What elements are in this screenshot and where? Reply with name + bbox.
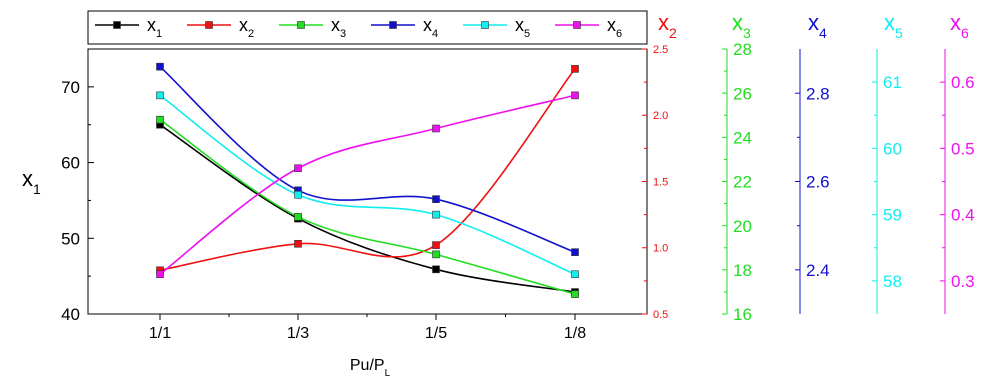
x6-axis-title: x6 — [950, 10, 969, 41]
legend-marker — [573, 21, 581, 29]
data-point-x4 — [156, 62, 164, 71]
right-y-axes: 0.51.01.52.02.5x216182022242628x32.42.62… — [642, 10, 975, 324]
data-point-x4 — [432, 195, 440, 203]
x-axis-title: Pu/PL — [350, 357, 391, 379]
series-line-x3 — [159, 119, 576, 295]
series-x5 — [156, 91, 579, 279]
legend-label: x5 — [515, 15, 530, 40]
legend-label: x4 — [423, 15, 438, 40]
x2-axis-title: x2 — [658, 10, 677, 41]
x5-tick-label: 58 — [883, 272, 902, 291]
x-tick-label: 1/1 — [149, 325, 171, 342]
data-point-x3 — [432, 250, 440, 259]
legend-label: x1 — [147, 15, 162, 40]
data-point-x5 — [294, 190, 302, 199]
x-axis: 1/1 1/3 1/5 1/8 Pu/PL — [149, 314, 586, 379]
series-line-x1 — [159, 124, 576, 293]
legend-label: x2 — [239, 15, 254, 40]
x4-axis-title: x4 — [808, 10, 827, 41]
x1-axis: 40 50 60 70 x1 — [22, 78, 94, 324]
x5-axis-title: x5 — [884, 10, 903, 41]
x6-tick-label: 0.5 — [951, 139, 975, 158]
x1-tick-label: 40 — [61, 305, 80, 324]
legend-marker — [113, 21, 121, 29]
data-point-x3 — [156, 115, 164, 124]
legend-marker — [297, 21, 305, 29]
series-line-x2 — [159, 68, 576, 272]
x3-tick-label: 16 — [733, 305, 752, 324]
legend-label: x6 — [607, 15, 622, 40]
x4-tick-label: 2.4 — [806, 261, 830, 280]
left-y-axis: 40 50 60 70 x1 — [22, 78, 94, 324]
series-line-x6 — [159, 94, 576, 275]
data-point-x5 — [571, 270, 579, 279]
x-tick-label: 1/5 — [425, 325, 447, 342]
x4-tick-label: 2.8 — [806, 84, 830, 103]
x6-axis: 0.3 0.4 0.5 0.6 x6 — [940, 10, 975, 314]
legend-marker — [205, 21, 213, 29]
data-point-x6 — [294, 164, 302, 173]
x3-tick-label: 22 — [733, 173, 752, 192]
data-point-x6 — [571, 91, 579, 100]
x-tick-label: 1/8 — [564, 325, 586, 342]
x3-tick-label: 20 — [733, 217, 752, 236]
series-line-x4 — [159, 66, 576, 253]
x4-axis: 2.4 2.6 2.8 x4 — [795, 10, 830, 314]
series-layer — [156, 62, 579, 298]
x1-tick-label: 60 — [61, 154, 80, 173]
x1-axis-title: x1 — [22, 166, 41, 197]
series-line-x5 — [159, 94, 576, 275]
plot-frame — [87, 48, 648, 315]
legend-label: x3 — [331, 15, 346, 40]
x4-tick-label: 2.6 — [806, 173, 830, 192]
legend-marker — [481, 21, 489, 29]
x2-tick-label: 2.5 — [653, 44, 668, 56]
x2-tick-label: 1.0 — [653, 243, 668, 255]
x2-axis: 0.5 1.0 1.5 2.0 2.5 x2 — [642, 10, 677, 321]
x1-tick-label: 70 — [61, 78, 80, 97]
data-point-x2 — [294, 239, 302, 248]
legend-box — [87, 10, 648, 45]
x2-tick-label: 2.0 — [653, 110, 668, 122]
data-point-x1 — [432, 265, 440, 274]
x3-tick-label: 28 — [733, 40, 752, 59]
x1-tick-label: 50 — [61, 229, 80, 248]
x3-axis-title: x3 — [732, 10, 751, 41]
series-x3 — [156, 115, 579, 298]
data-point-x4 — [571, 248, 579, 256]
data-point-x3 — [294, 213, 302, 221]
series-x1 — [156, 120, 579, 296]
x3-tick-label: 26 — [733, 84, 752, 103]
data-point-x6 — [432, 124, 440, 133]
series-x6 — [156, 91, 579, 279]
x2-tick-label: 0.5 — [653, 309, 668, 321]
data-point-x5 — [156, 91, 164, 100]
data-point-x2 — [432, 241, 440, 249]
data-point-x6 — [156, 270, 164, 279]
x-tick-label: 1/3 — [287, 325, 309, 342]
x6-tick-label: 0.4 — [951, 206, 975, 225]
data-point-x2 — [571, 65, 579, 73]
data-point-x3 — [571, 290, 579, 298]
x5-tick-label: 60 — [883, 139, 902, 158]
series-x4 — [156, 62, 579, 256]
x3-tick-label: 18 — [733, 261, 752, 280]
x6-tick-label: 0.6 — [951, 73, 975, 92]
x2-tick-label: 1.5 — [653, 176, 668, 188]
x5-axis: 58 59 60 61 x5 — [872, 10, 903, 314]
legend: x1 x2 x3 x4 x5 x6 — [87, 10, 648, 45]
data-point-x5 — [432, 210, 440, 219]
x3-tick-label: 24 — [733, 128, 752, 147]
legend-marker — [389, 21, 397, 29]
x5-tick-label: 61 — [883, 73, 902, 92]
x6-tick-label: 0.3 — [951, 272, 975, 291]
series-x2 — [156, 65, 579, 275]
x5-tick-label: 59 — [883, 206, 902, 225]
